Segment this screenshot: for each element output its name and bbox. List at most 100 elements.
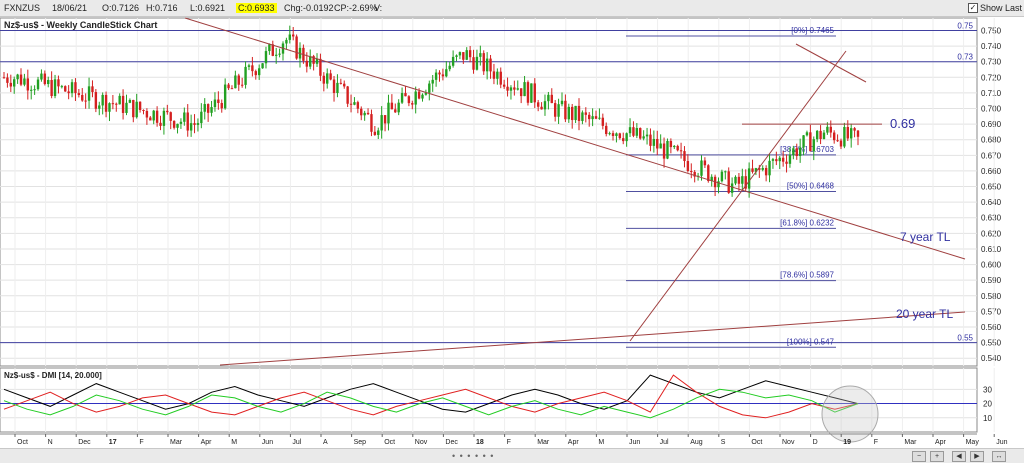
candle-body [727,171,730,193]
candle-body [336,82,339,94]
candle-body [349,103,353,105]
fit-button[interactable]: ↔ [992,451,1006,462]
volume-label: V: [374,3,383,13]
candle-body [533,83,536,103]
candle-body [104,94,108,112]
candle-body [659,143,662,149]
candle-body [373,131,377,135]
candle-body [625,133,628,142]
candle-body [288,34,292,40]
scroll-left-button[interactable]: ◀ [952,451,966,462]
x-tick-label: A [323,439,328,446]
candle-body [516,88,519,90]
candle-body [574,105,577,121]
support-label: 0.69 [890,116,915,131]
candle-body [407,96,411,104]
candle-body [567,106,570,120]
candle-body [40,73,43,80]
candle-body [50,79,53,97]
y-tick-label: 0.710 [981,89,1002,98]
scroll-grip[interactable]: • • • • • • [452,451,495,461]
show-last-checkbox[interactable]: ✓ [968,3,978,13]
candle-body [482,53,485,72]
date-label: 18/06/21 [52,3,88,13]
candle-body [326,73,329,84]
candle-body [292,34,295,37]
candle-body [843,126,846,147]
y-tick-label: 0.650 [981,183,1002,192]
dmi-title: Nz$-us$ - DMI [14, 20.000] [4,371,102,380]
candle-body [530,83,533,103]
candle-body [70,82,74,94]
close-label: C:0.6933 [236,3,277,13]
candle-body [792,148,795,156]
candle-body [540,106,543,110]
candle-body [121,95,125,113]
candle-body [754,168,758,172]
candle-body [339,82,343,84]
y-tick-label: 0.700 [981,105,1002,114]
candle-body [360,108,363,116]
y-tick-label: 0.550 [981,339,1002,348]
candle-body [193,123,196,125]
zoom-in-button[interactable]: + [930,451,944,462]
candle-body [251,65,254,72]
candle-body [278,53,281,55]
candle-body [734,176,737,184]
candle-body [560,100,564,105]
candle-body [138,101,142,110]
x-tick-label: Jul [660,439,669,446]
candle-body [230,88,234,90]
dmi-series-line [3,374,859,413]
candle-body [186,112,189,131]
candle-body [227,84,230,89]
candle-body [57,79,60,87]
fib-label: [78.6%] 0.5897 [780,271,834,280]
candle-body [315,58,319,64]
change-label: Chg:-0.0192 [284,3,334,13]
candle-body [332,79,336,94]
candle-body [203,104,206,112]
candle-body [761,168,764,170]
candle-body [135,101,138,118]
x-tick-label: Jun [629,439,640,446]
candle-body [26,78,30,91]
zoom-out-button[interactable]: − [912,451,926,462]
scroll-bar[interactable]: • • • • • • − + ◀ ▶ ↔ [0,448,1024,463]
y-tick-label: 0.730 [981,58,1002,67]
candle-body [312,56,315,64]
candle-body [628,127,632,134]
candle-body [693,171,696,177]
scroll-right-button[interactable]: ▶ [970,451,984,462]
candle-body [441,74,445,77]
candle-body [853,128,856,131]
candle-body [639,128,642,139]
candle-body [268,44,271,52]
candle-body [247,65,251,67]
x-tick-label: 18 [476,439,484,446]
candle-body [601,117,605,126]
level-label: 0.55 [957,334,973,343]
candle-body [846,126,849,139]
candle-body [370,114,373,132]
candle-body [101,94,104,106]
highlight-circle [821,385,879,443]
candle-body [94,92,98,109]
candle-body [771,159,775,161]
candle-body [707,165,710,182]
candle-body [669,140,673,148]
candle-body [764,168,768,176]
candle-body [111,103,115,105]
candle-body [169,112,172,121]
candle-body [30,89,33,91]
candle-body [428,83,431,93]
candle-body [717,181,720,188]
candle-body [741,176,744,184]
x-tick-label: Mar [537,439,550,446]
candle-body [13,79,16,87]
candle-body [434,72,438,80]
candle-body [720,171,724,182]
y-tick-label: 0.590 [981,276,1002,285]
candle-body [220,102,223,109]
candle-body [570,106,574,121]
